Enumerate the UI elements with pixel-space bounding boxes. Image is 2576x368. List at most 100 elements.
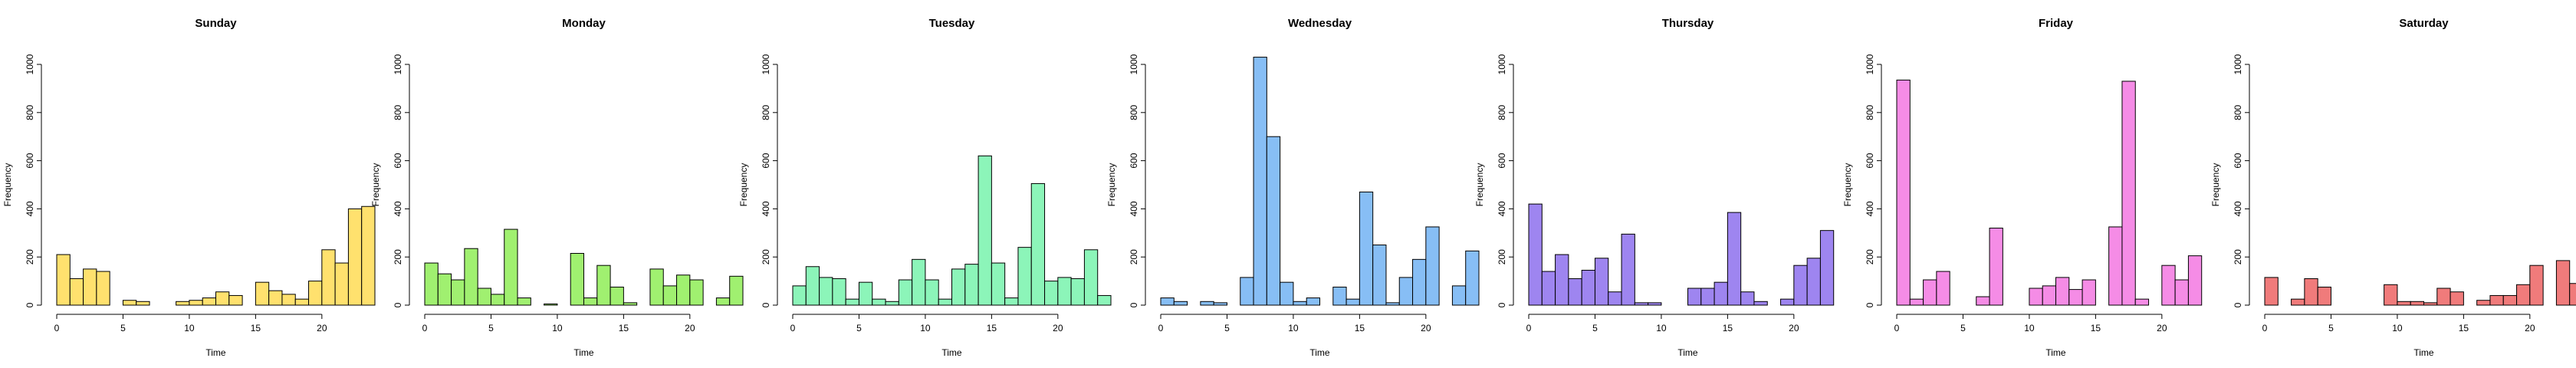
histogram-bar [202,297,217,306]
histogram-bar [1173,301,1188,306]
histogram-bar [1687,288,1702,306]
y-tick-label: 200 [2233,249,2243,264]
y-tick-label: 600 [1129,153,1139,168]
histogram-bar [805,266,820,306]
histogram-bar [1634,302,1649,306]
x-tick-label: 20 [1789,323,1799,334]
histogram-bar [544,303,558,306]
x-tick-label: 20 [317,323,327,334]
histogram-bar [1346,298,1360,306]
histogram-bar [1044,281,1059,306]
x-tick-label: 0 [1894,323,1900,334]
histogram-bar [2029,288,2043,306]
histogram-bar [689,279,704,306]
histogram-bar [1253,57,1267,306]
x-axis-label: Time [2045,347,2066,358]
y-tick-label: 1000 [1865,54,1875,74]
x-axis-label: Time [1677,347,1698,358]
y-axis-label: Frequency [1474,163,1485,207]
x-tick-label: 10 [920,323,931,334]
histogram-bar [858,281,873,306]
histogram-bar [1280,281,1294,306]
y-tick-label: 0 [2233,302,2243,307]
histogram-bar [2264,277,2279,306]
histogram-bar [1896,79,1911,306]
x-tick-label: 5 [120,323,126,334]
y-tick-label: 0 [761,302,771,307]
x-tick-label: 5 [856,323,862,334]
histogram-bar [729,275,744,306]
histogram-bar [2529,264,2544,306]
histogram-bar [2134,298,2150,306]
panel-sunday: 0 200 400 600 800 1000 0 5 10 15 20 Sunday Time Frequ… [2,17,376,358]
y-tick-label: 0 [1129,302,1139,307]
histogram-bar [1160,297,1175,306]
y-tick-label: 200 [1865,249,1875,264]
histogram-bar [1030,182,1046,306]
x-tick-label: 0 [790,323,796,334]
histogram-bar [176,301,190,306]
histogram-bar [69,278,84,306]
x-tick-label: 20 [685,323,695,334]
panel-tuesday: 0 200 400 600 800 1000 0 5 10 15 20 Tuesday Time Freq… [738,17,1112,358]
histogram-bar [662,285,678,306]
histogram-bar [2410,301,2425,306]
histogram-bar [2187,255,2203,306]
y-tick-label: 1000 [2233,54,2243,74]
histogram-bar [938,298,953,306]
x-axis-label: Time [2413,347,2434,358]
chart-title: Sunday [195,17,237,30]
y-tick-label: 800 [25,104,35,120]
histogram-bar [2042,285,2057,306]
y-tick-label: 400 [393,201,403,216]
histogram-bar [1425,226,1440,306]
histogram-bar [583,297,598,306]
histogram-bar [885,301,899,306]
histogram-bar [1621,233,1635,306]
histogram-bar [2555,260,2571,306]
histogram-bar [2384,284,2398,306]
y-tick-label: 1000 [1129,54,1139,74]
histogram-bar [1385,302,1400,306]
histogram-bar [623,302,638,306]
histogram-bar [437,273,452,306]
histogram-bar [464,248,478,306]
histogram-bar [321,249,336,306]
histogram-bar [1240,277,1254,306]
histogram-bar [56,254,71,306]
x-tick-label: 15 [987,323,997,334]
chart-title: Thursday [1662,17,1714,30]
histogram-bar [2476,300,2491,306]
y-tick-label: 600 [393,153,403,168]
histogram-bar [136,301,150,306]
chart-title: Tuesday [929,17,975,30]
histogram-bar [2317,286,2331,306]
histogram-bar [1465,250,1480,306]
y-tick-label: 800 [1129,104,1139,120]
y-tick-label: 600 [1497,153,1507,168]
panel-wednesday: 0 200 400 600 800 1000 0 5 10 15 20 Wednesday Time Fr… [1106,17,1480,358]
y-tick-label: 200 [25,249,35,264]
histogram-bar [2502,294,2518,306]
histogram-bar [596,264,611,306]
x-tick-label: 5 [1592,323,1598,334]
panel-monday: 0 200 400 600 800 1000 0 5 10 15 20 Monday Time Frequ… [370,17,744,358]
histogram-bar [978,155,992,306]
histogram-bar [122,300,137,306]
histogram-bar [215,291,230,306]
histogram-bar [1923,279,1937,306]
histogram-bar [1541,271,1556,306]
histogram-bar [1451,285,1467,306]
histogram-bar [2450,291,2464,306]
histogram-bar [2436,288,2451,306]
x-tick-label: 15 [251,323,261,334]
chart-title: Wednesday [1288,17,1352,30]
histogram-bar [1727,212,1742,306]
histogram-bar [424,262,439,306]
histogram-bar [1976,296,1990,306]
y-tick-label: 200 [1497,249,1507,264]
histogram-bar [1568,278,1582,306]
histogram-bar [872,298,886,306]
histogram-bar [2161,264,2176,306]
histogram-bar [308,281,323,306]
